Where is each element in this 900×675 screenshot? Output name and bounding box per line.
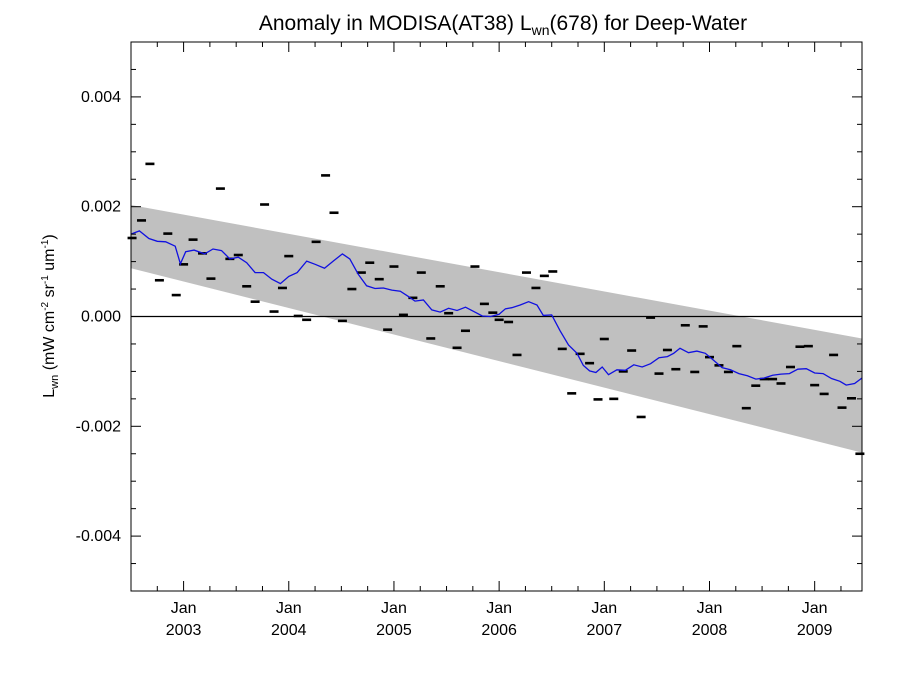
y-axis-label-unit-close: )	[41, 234, 58, 239]
x-tick-label-month: Jan	[591, 600, 617, 617]
axes-layer: -0.004 -0.002 0.000 0.002 0.004 Jan 2003 Jan 200…	[76, 41, 863, 639]
x-tick-label-year: 2006	[481, 622, 517, 639]
x-tick-label-month: Jan	[171, 600, 197, 617]
y-tick-label: -0.002	[76, 418, 121, 435]
y-tick-label: 0.004	[81, 89, 121, 106]
x-tick-label-month: Jan	[381, 600, 407, 617]
y-axis-label-main: L	[41, 389, 58, 398]
x-tick-label-year: 2009	[797, 622, 833, 639]
y-axis-label-unit-open: (mW cm	[41, 311, 58, 375]
y-axis-label-unit-mid: sr	[41, 283, 58, 301]
x-tick-label-year: 2003	[166, 622, 202, 639]
x-tick-label-year: 2007	[587, 622, 623, 639]
chart-title-suffix: (678) for Deep-Water	[549, 12, 747, 35]
running-mean-line	[130, 230, 863, 386]
running-mean-layer	[130, 230, 863, 386]
chart-title-subscript: wn	[531, 22, 550, 38]
x-tick-label-month: Jan	[697, 600, 723, 617]
uncertainty-band	[131, 205, 862, 453]
y-axis-label: Lwn (mW cm-2 sr-1 um-1)	[40, 234, 61, 397]
chart-title: Anomaly in MODISA(AT38) Lwn(678) for Dee…	[259, 12, 747, 38]
x-tick-label-month: Jan	[276, 600, 302, 617]
y-tick-label: 0.000	[81, 309, 121, 326]
y-axis-label-sub: wn	[49, 375, 61, 390]
x-tick-label-year: 2005	[376, 622, 412, 639]
uncertainty-band-layer	[131, 205, 862, 453]
x-tick-label-year: 2008	[692, 622, 728, 639]
y-axis-label-unit-mid2: um	[41, 249, 58, 276]
x-tick-label-year: 2004	[271, 622, 307, 639]
chart-title-prefix: Anomaly in MODISA(AT38) L	[259, 12, 532, 35]
y-axis-label-sup3: -1	[40, 239, 51, 248]
y-axis-label-sup2: -1	[40, 275, 51, 284]
x-tick-label-month: Jan	[802, 600, 828, 617]
x-tick-label-month: Jan	[486, 600, 512, 617]
y-axis-label-sup1: -2	[40, 301, 51, 310]
y-tick-label: 0.002	[81, 199, 121, 216]
y-tick-label: -0.004	[76, 528, 121, 545]
